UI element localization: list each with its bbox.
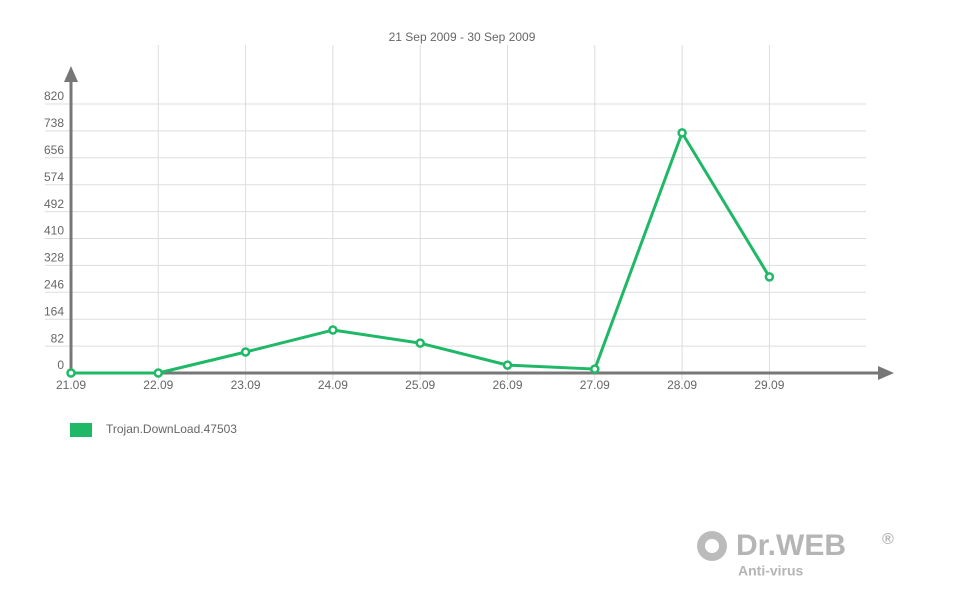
legend-label: Trojan.DownLoad.47503	[106, 422, 237, 436]
data-point	[328, 325, 338, 335]
y-tick-label: 410	[44, 224, 64, 238]
x-tick-label: 22.09	[143, 378, 173, 392]
logo: Dr.WEB ® Anti-virus	[697, 529, 894, 579]
y-tick-label: 0	[57, 358, 64, 372]
data-point	[764, 272, 775, 282]
data-point	[590, 364, 600, 374]
x-tick-label: 28.09	[667, 378, 697, 392]
x-tick-label: 21.09	[56, 378, 86, 392]
x-axis-arrow	[878, 366, 894, 380]
y-tick-label: 328	[44, 251, 64, 265]
y-axis-arrow	[64, 66, 78, 82]
logo-brand: Dr.WEB	[736, 529, 846, 562]
y-tick-label: 492	[44, 197, 64, 211]
y-tick-label: 738	[44, 116, 64, 130]
logo-tagline: Anti-virus	[738, 563, 804, 579]
logo-icon-inner	[705, 539, 719, 553]
y-tick-label: 164	[44, 304, 64, 318]
data-point	[240, 347, 251, 357]
data-point	[415, 338, 425, 348]
x-tick-label: 23.09	[231, 378, 261, 392]
x-tick-label: 27.09	[580, 378, 610, 392]
data-point	[153, 368, 164, 378]
x-tick-label: 25.09	[405, 378, 435, 392]
x-tick-label: 24.09	[318, 378, 348, 392]
y-tick-label: 82	[51, 331, 65, 345]
x-tick-label: 29.09	[754, 378, 784, 392]
y-tick-label: 246	[44, 277, 64, 291]
x-tick-label: 26.09	[492, 378, 522, 392]
data-point	[502, 360, 513, 370]
y-tick-label: 656	[44, 143, 64, 157]
logo-mark: ®	[882, 531, 894, 548]
data-point	[66, 368, 76, 378]
chart-title: 21 Sep 2009 - 30 Sep 2009	[389, 30, 536, 44]
data-point	[677, 128, 687, 138]
y-tick-label: 574	[44, 170, 64, 184]
legend-swatch	[70, 423, 92, 437]
y-tick-label: 820	[44, 89, 64, 103]
